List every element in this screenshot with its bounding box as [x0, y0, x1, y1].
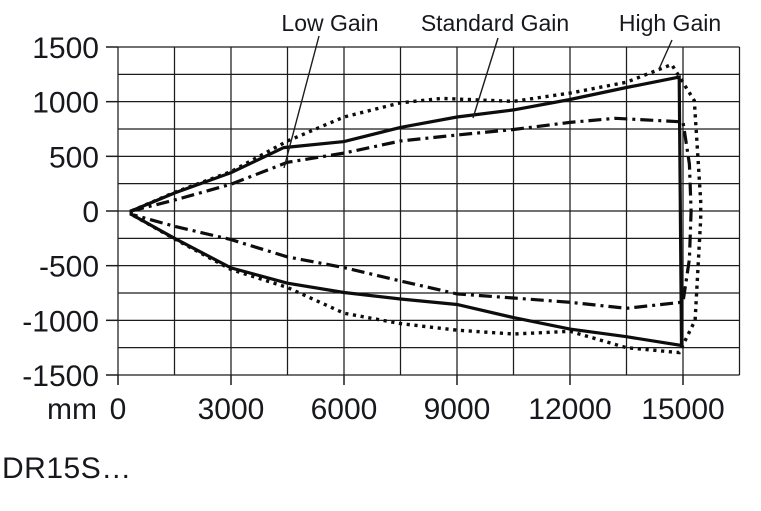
leader-line-standard-gain — [472, 37, 499, 119]
label-low-gain: Low Gain — [281, 10, 378, 36]
axis-tick-labels: 0 3000 6000 9000 12000 15000 1500 1000 500 0 -500 -… — [22, 32, 724, 426]
series-annotations: Low Gain Standard Gain High Gain — [281, 10, 721, 169]
x-tick-label: 0 — [110, 393, 127, 426]
leader-line-high-gain — [658, 39, 673, 70]
series-curves — [129, 62, 703, 355]
axis-ticks — [106, 46, 684, 385]
grid — [117, 46, 741, 376]
y-tick-label: 1000 — [32, 87, 99, 120]
y-tick-label: -500 — [39, 251, 99, 284]
x-tick-label: 12000 — [528, 393, 611, 426]
series-high-gain-curve — [129, 62, 703, 355]
label-standard-gain: Standard Gain — [421, 10, 569, 36]
series-low-gain-curve — [129, 116, 693, 310]
leader-line-low-gain — [283, 35, 320, 169]
y-tick-label: -1000 — [22, 305, 99, 338]
y-tick-label: 0 — [82, 196, 99, 229]
model-label: DR15S… — [2, 452, 132, 485]
x-axis-unit-label: mm — [47, 393, 97, 426]
x-tick-label: 9000 — [424, 393, 491, 426]
x-tick-label: 6000 — [311, 393, 378, 426]
label-high-gain: High Gain — [619, 10, 721, 36]
y-tick-label: 500 — [49, 141, 99, 174]
x-tick-label: 15000 — [641, 393, 724, 426]
x-tick-label: 3000 — [198, 393, 265, 426]
y-tick-label: -1500 — [22, 360, 99, 393]
y-tick-label: 1500 — [32, 32, 99, 65]
